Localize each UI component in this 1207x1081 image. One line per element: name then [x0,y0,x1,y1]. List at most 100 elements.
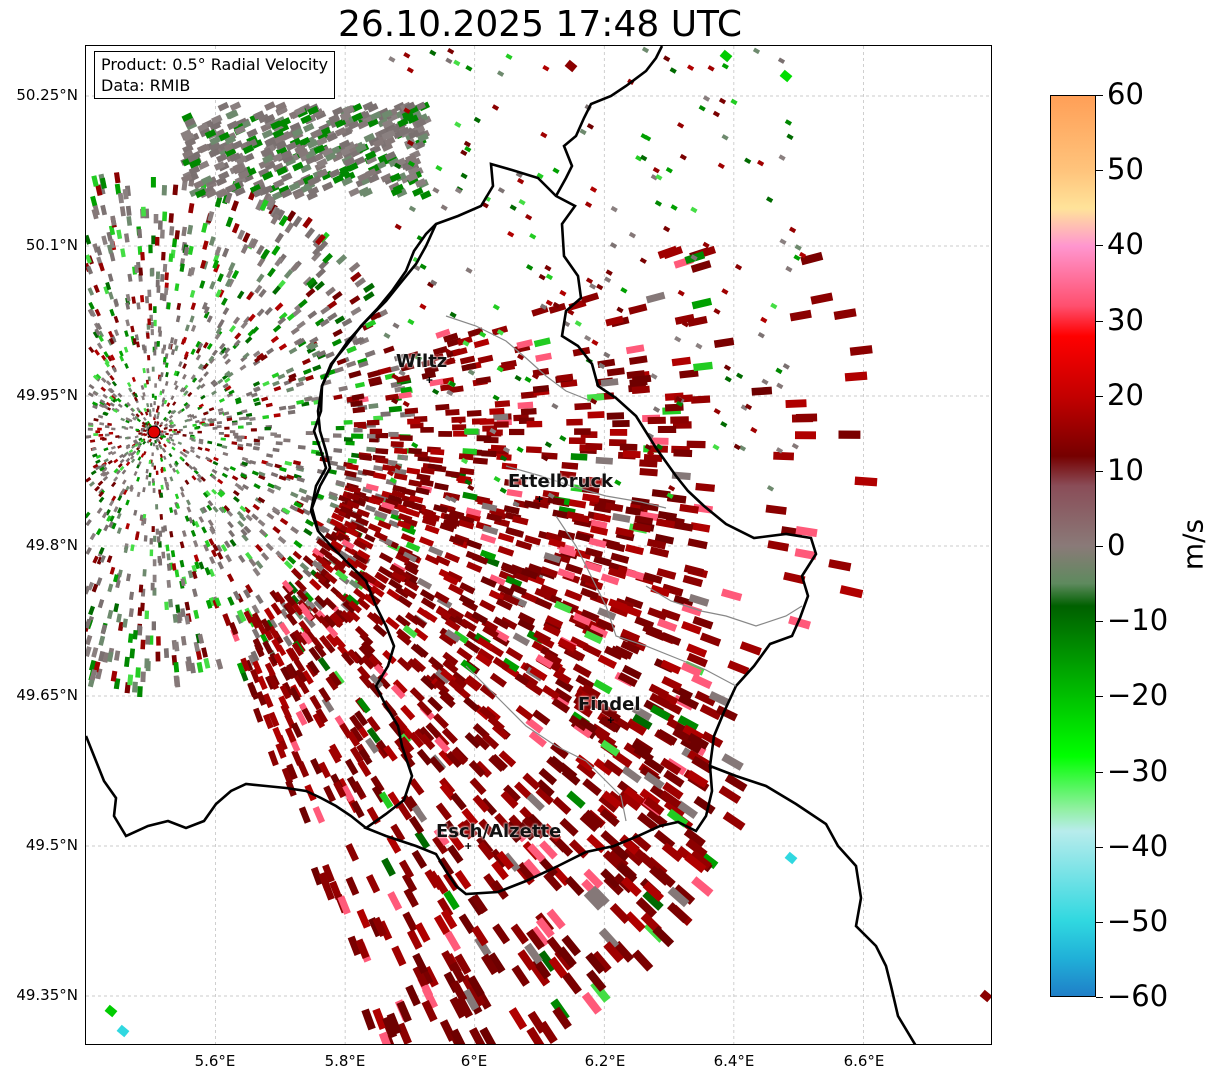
echo-cell [335,254,348,266]
echo-cell [420,675,436,691]
echo-cell [542,823,562,843]
echo-cell [116,1024,130,1038]
echo-cell [677,715,699,732]
echo-cell [448,535,465,546]
y-tick-label: 49.35°N [16,986,78,1004]
echo-cell [106,515,112,522]
radar-map[interactable] [85,45,992,1045]
echo-cell [447,844,464,864]
echo-cell [130,407,135,413]
echo-cell [576,761,596,779]
echo-cell [116,527,122,535]
echo-cell [152,559,157,567]
echo-cell [603,351,611,359]
echo-cell [175,315,181,323]
echo-cell [344,758,359,776]
echo-cell [231,140,244,150]
echo-cell [86,234,92,245]
echo-cell [386,835,402,854]
echo-cell [286,210,297,223]
echo-cell [414,922,431,943]
echo-cell [189,266,196,276]
echo-cell [339,505,354,516]
echo-cell [232,590,241,601]
echo-cell [224,192,233,204]
echo-cell [138,437,143,441]
echo-cell [654,867,676,888]
echo-cell [311,350,322,358]
echo-cell [598,927,620,950]
echo-cell [184,601,191,611]
echo-cell [142,440,147,445]
echo-cell [97,427,102,431]
country-borders [86,46,917,1044]
echo-cell [321,697,335,713]
echo-cell [87,427,93,431]
echo-cell [350,400,363,408]
echo-cell [335,425,345,431]
echo-cell [597,607,617,621]
echo-cell [274,302,284,312]
echo-cell [144,610,150,620]
echo-cell [346,345,357,354]
echo-cell [232,316,241,325]
echo-cell [373,472,387,480]
echo-cell [593,679,613,695]
echo-cell [707,65,715,72]
echo-cell [828,559,852,572]
echo-cell [341,651,355,666]
echo-cell [616,306,624,314]
echo-cell [229,101,242,112]
echo-cell [290,526,300,535]
echo-cell [609,604,629,618]
echo-cell [623,596,644,610]
city-marker [465,843,472,849]
echo-cell [354,625,369,640]
echo-cell [632,522,652,533]
echo-cell [125,302,131,310]
echo-cell [168,424,173,428]
echo-cell [572,663,592,678]
echo-cell [309,578,322,591]
echo-cell [302,216,313,229]
echo-cell [356,697,371,714]
echo-cell [148,413,152,417]
echo-cell [218,398,225,403]
echo-cell [514,374,522,382]
echo-cell [390,684,406,700]
echo-cell [693,361,713,372]
echo-cell [342,104,354,115]
echo-cell [372,916,388,938]
colorbar-tick-label: −10 [1107,603,1169,638]
echo-cell [351,780,366,799]
echo-cell [188,464,194,470]
echo-cell [183,401,189,407]
echo-cell [146,408,150,413]
echo-cell [362,572,377,585]
echo-cell [542,64,550,72]
echo-cell [96,322,103,331]
echo-cell [810,292,834,305]
echo-cell [140,671,146,683]
echo-cell [465,65,473,72]
echo-cell [363,132,376,143]
echo-cell [257,675,268,691]
echo-cell [168,436,173,440]
echo-cell [86,511,91,519]
echo-cell [108,395,115,401]
echo-cell [224,426,230,430]
echo-cell [404,351,420,361]
echo-cell [610,645,630,660]
echo-cell [297,761,310,778]
echo-cell [356,508,370,518]
echo-cell [642,890,664,911]
echo-cell [458,913,476,935]
echo-cell [111,336,117,343]
echo-cell [113,298,120,307]
echo-cell [631,385,650,395]
echo-cell [656,618,678,632]
echo-cell [561,934,582,957]
echo-cell [134,533,140,541]
echo-cell [158,376,162,382]
echo-cell [232,496,240,503]
